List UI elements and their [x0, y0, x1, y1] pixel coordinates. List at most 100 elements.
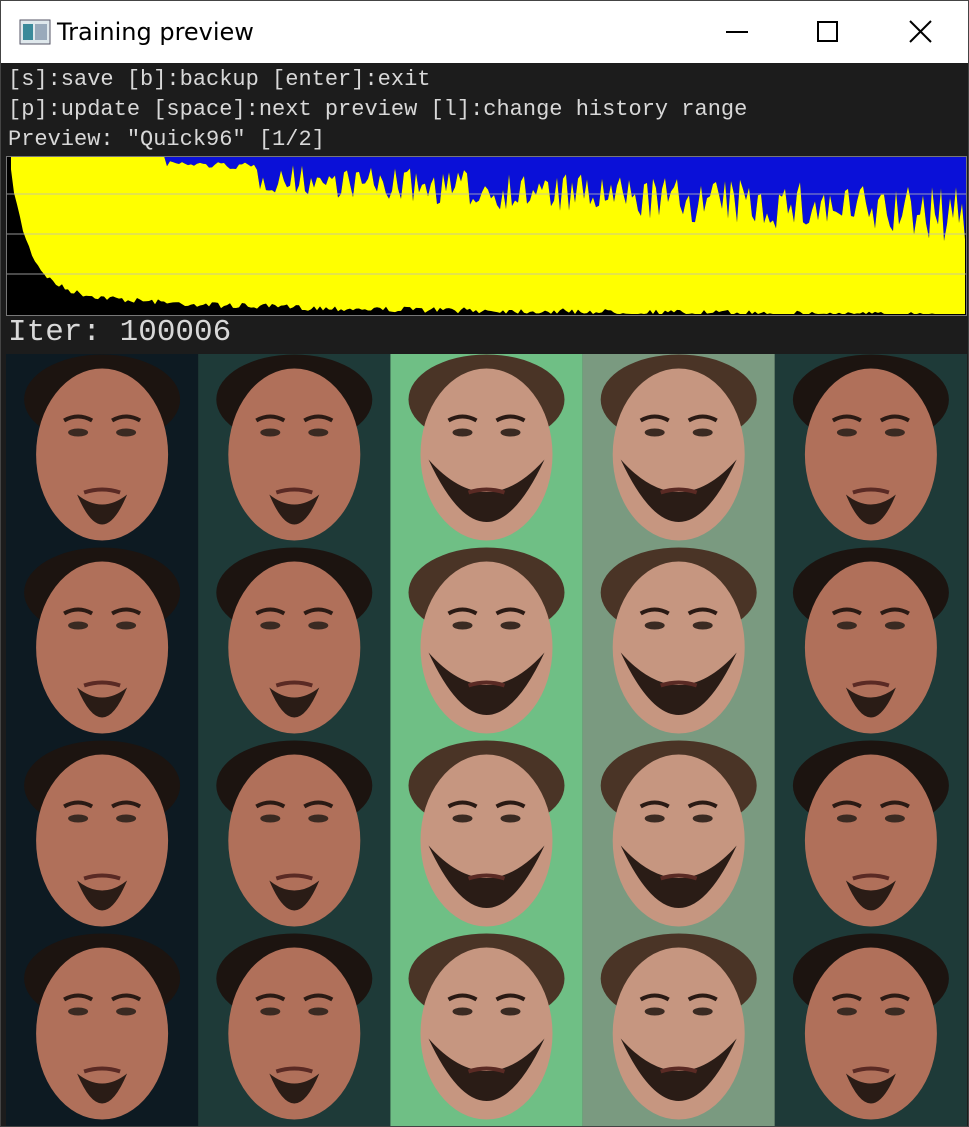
eye [692, 1007, 713, 1016]
eye [68, 814, 89, 823]
mouth [467, 873, 506, 881]
brow [255, 607, 334, 616]
eye [68, 1007, 89, 1016]
preview-label: Preview: "Quick96" [1/2] [8, 127, 325, 152]
brow [63, 800, 142, 809]
mouth [275, 680, 313, 688]
brow [831, 800, 910, 809]
eye [308, 428, 329, 437]
eye [260, 1007, 281, 1016]
eye [836, 814, 857, 823]
face [228, 561, 361, 734]
eye [308, 814, 329, 823]
maximize-button[interactable] [782, 1, 874, 63]
beard [620, 459, 737, 522]
brow [447, 800, 526, 809]
eye [692, 814, 713, 823]
mouth [83, 680, 121, 688]
eye [452, 621, 473, 630]
blue-area [11, 156, 967, 241]
eye [452, 814, 473, 823]
eye [260, 428, 281, 437]
mouth [660, 1066, 698, 1074]
mouth [83, 1066, 121, 1074]
beard [77, 1073, 128, 1104]
eye [692, 621, 713, 630]
beard [845, 880, 896, 911]
help-line: [p]:update [space]:next preview [l]:chan… [8, 97, 748, 122]
eye [68, 428, 89, 437]
beard [428, 1038, 545, 1101]
iteration-label: Iter: 100006 [8, 315, 232, 350]
eye [644, 1007, 665, 1016]
mouth [660, 487, 698, 495]
beard [77, 880, 128, 911]
brow [447, 607, 526, 616]
brow [255, 993, 334, 1002]
window-title: Training preview [57, 18, 254, 46]
beard [620, 1038, 737, 1101]
brow [447, 993, 526, 1002]
help-line: [s]:save [b]:backup [enter]:exit [8, 67, 431, 92]
eye [692, 428, 713, 437]
eye [500, 1007, 521, 1016]
graph-frame [6, 156, 967, 316]
mouth [275, 1066, 313, 1074]
brow [63, 993, 142, 1002]
eye [884, 814, 905, 823]
eye [500, 428, 521, 437]
brow [255, 800, 334, 809]
face [228, 754, 361, 927]
brow [447, 414, 526, 423]
beard [428, 652, 545, 715]
beard [269, 494, 320, 525]
beard [620, 845, 737, 908]
eye [644, 428, 665, 437]
eye [116, 621, 137, 630]
eye [836, 428, 857, 437]
mouth [467, 487, 506, 495]
brow [831, 993, 910, 1002]
close-button[interactable] [874, 1, 966, 63]
app-icon [19, 19, 51, 45]
beard [620, 652, 737, 715]
eye [644, 621, 665, 630]
eye [500, 814, 521, 823]
eye [836, 621, 857, 630]
eye [452, 428, 473, 437]
face [804, 754, 937, 927]
mouth [660, 680, 698, 688]
face [36, 947, 169, 1120]
beard [845, 687, 896, 718]
beard [77, 687, 128, 718]
mouth [83, 487, 121, 495]
brow [831, 607, 910, 616]
title-bar: Training preview [1, 1, 968, 63]
face [36, 754, 169, 927]
brow [255, 414, 334, 423]
eye [308, 1007, 329, 1016]
beard [845, 494, 896, 525]
loss-graph [6, 156, 967, 316]
minimize-button[interactable] [691, 1, 783, 63]
face [804, 561, 937, 734]
mouth [275, 873, 313, 881]
mouth [83, 873, 121, 881]
eye [308, 621, 329, 630]
brow [639, 800, 718, 809]
brow [639, 993, 718, 1002]
brow [63, 414, 142, 423]
beard [269, 1073, 320, 1104]
eye [884, 428, 905, 437]
eye [884, 621, 905, 630]
beard [269, 687, 320, 718]
brow [639, 414, 718, 423]
mouth [275, 487, 313, 495]
brow [639, 607, 718, 616]
eye [500, 621, 521, 630]
face [804, 368, 937, 541]
eye [260, 814, 281, 823]
preview-grid [6, 354, 967, 1126]
eye [260, 621, 281, 630]
eye [116, 428, 137, 437]
